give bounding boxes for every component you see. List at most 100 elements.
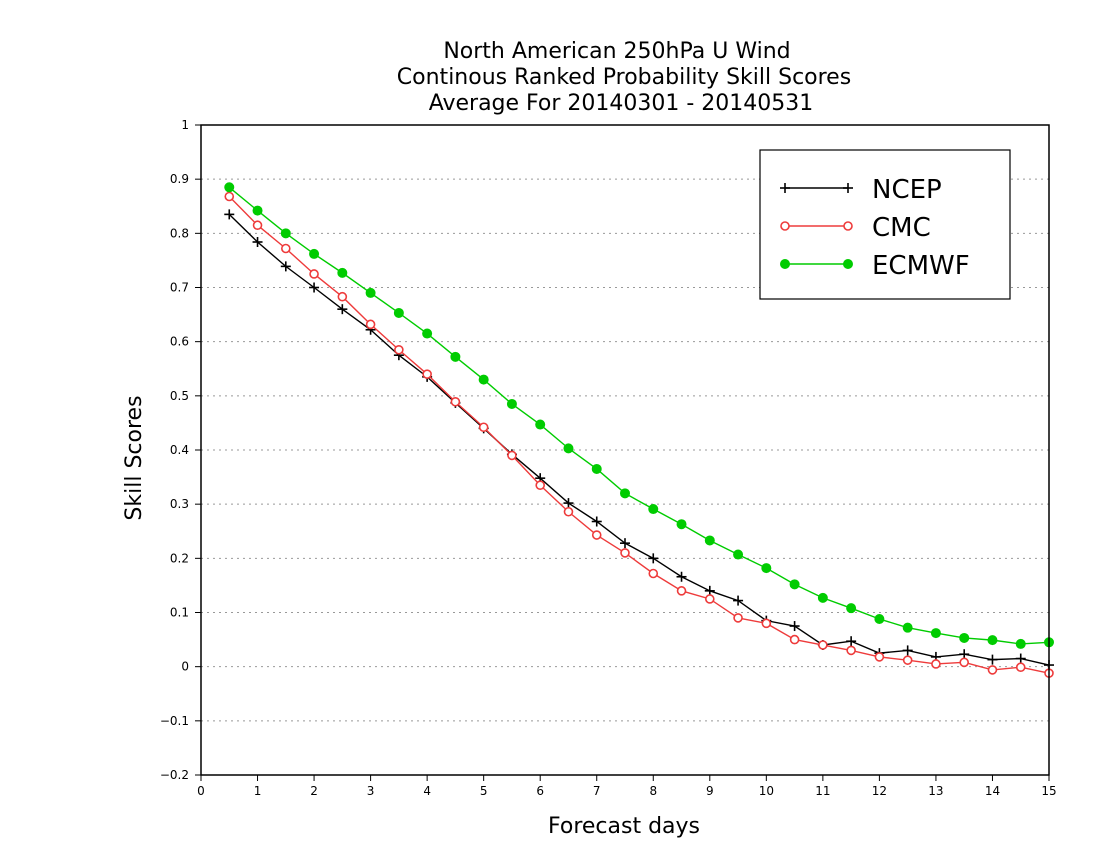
series-ecmwf-marker bbox=[422, 328, 433, 339]
y-tick-label: 0.1 bbox=[170, 606, 189, 620]
series-cmc-marker bbox=[704, 594, 715, 604]
series-cmc-marker bbox=[507, 450, 517, 461]
series-ncep-marker bbox=[789, 621, 800, 632]
x-tick-label: 1 bbox=[254, 784, 262, 798]
series-ecmwf-marker bbox=[309, 248, 320, 259]
series-ncep-marker bbox=[224, 209, 235, 220]
series-ecmwf-marker bbox=[846, 603, 857, 614]
series-cmc-marker bbox=[309, 269, 319, 279]
series-ecmwf-marker bbox=[902, 622, 913, 633]
series-ncep-marker bbox=[337, 304, 348, 315]
x-tick-label: 5 bbox=[480, 784, 488, 798]
y-tick-label: −0.2 bbox=[160, 768, 189, 782]
series-ncep-marker bbox=[733, 595, 744, 606]
series-ncep-marker bbox=[620, 538, 630, 549]
legend-ecmwf-end-marker bbox=[843, 259, 853, 269]
legend-cmc-end-marker bbox=[843, 221, 853, 231]
series-ncep-marker bbox=[252, 237, 263, 247]
series-ncep-marker bbox=[309, 282, 320, 293]
series-cmc-marker bbox=[591, 530, 602, 540]
y-tick-label: 0.4 bbox=[170, 443, 189, 457]
x-axis-label: Forecast days bbox=[548, 814, 700, 839]
series-ecmwf-marker bbox=[789, 579, 800, 590]
x-tick-label: 10 bbox=[759, 784, 774, 798]
y-tick-label: −0.1 bbox=[160, 714, 189, 728]
series-ncep-marker bbox=[902, 645, 913, 656]
legend-ncep-start-marker bbox=[780, 183, 790, 193]
series-ecmwf-marker bbox=[337, 267, 348, 278]
title-line-1: North American 250hPa U Wind bbox=[443, 39, 790, 64]
series-ecmwf-marker bbox=[224, 182, 235, 193]
legend-box bbox=[759, 149, 1011, 300]
x-tick-label: 7 bbox=[593, 784, 601, 798]
series-ecmwf-marker bbox=[648, 504, 659, 515]
x-tick-label: 9 bbox=[706, 784, 714, 798]
series-cmc-marker bbox=[252, 220, 263, 231]
series-cmc-marker bbox=[1015, 662, 1026, 673]
x-tick-label: 15 bbox=[1041, 784, 1056, 798]
series-cmc-marker bbox=[280, 243, 291, 254]
series-cmc-marker bbox=[224, 191, 235, 202]
series-group bbox=[224, 182, 1054, 678]
x-tick-label: 12 bbox=[872, 784, 887, 798]
plot-frame bbox=[200, 124, 1050, 776]
series-cmc-marker bbox=[365, 319, 376, 330]
series-ecmwf-marker bbox=[874, 614, 885, 624]
series-ecmwf-marker bbox=[987, 635, 998, 646]
series-ecmwf-marker bbox=[959, 632, 970, 643]
series-cmc-marker bbox=[648, 568, 659, 579]
legend-cmc-label: CMC bbox=[872, 213, 931, 243]
x-tick-label: 3 bbox=[367, 784, 375, 798]
series-cmc-marker bbox=[846, 645, 856, 656]
series-ecmwf-marker bbox=[535, 419, 546, 430]
series-ecmwf-marker bbox=[591, 463, 602, 474]
series-ecmwf-marker bbox=[1015, 638, 1026, 649]
series-cmc-marker bbox=[931, 659, 941, 669]
legend-ecmwf-label: ECMWF bbox=[872, 251, 970, 281]
series-cmc-marker bbox=[478, 422, 489, 433]
series-cmc-marker bbox=[394, 344, 404, 355]
legend-ecmwf: ECMWF bbox=[780, 251, 970, 281]
series-ecmwf-marker bbox=[506, 398, 517, 409]
series-cmc-marker bbox=[535, 480, 546, 491]
series-ecmwf bbox=[224, 182, 1054, 649]
series-cmc-marker bbox=[676, 586, 687, 596]
series-ncep-marker bbox=[846, 636, 857, 647]
series-ecmwf-marker bbox=[704, 535, 715, 546]
series-ncep-line bbox=[228, 213, 1050, 666]
axes: −0.2−0.100.10.20.30.40.50.60.70.80.910 1 2… bbox=[160, 118, 1057, 798]
series-cmc-marker bbox=[818, 640, 828, 650]
y-tick-label: 0.5 bbox=[170, 389, 189, 403]
series-ecmwf-marker bbox=[563, 443, 574, 454]
series-ecmwf-marker bbox=[450, 351, 461, 362]
y-tick-label: 0.3 bbox=[170, 497, 189, 511]
series-ncep-marker bbox=[676, 571, 687, 582]
x-tick-label: 0 bbox=[197, 784, 205, 798]
series-ecmwf-marker bbox=[478, 374, 489, 385]
series-cmc-marker bbox=[563, 506, 574, 517]
x-tick-label: 8 bbox=[649, 784, 657, 798]
y-tick-label: 0.9 bbox=[170, 172, 189, 186]
series-cmc-marker bbox=[422, 369, 432, 379]
series-cmc bbox=[224, 191, 1054, 678]
y-tick-label: 0 bbox=[181, 660, 189, 674]
title-line-2: Continous Ranked Probability Skill Score… bbox=[397, 65, 851, 90]
series-ncep-marker bbox=[591, 516, 602, 527]
series-ncep-marker bbox=[280, 261, 291, 272]
legend: NCEP CMC ECMWF bbox=[759, 149, 1011, 300]
y-tick-label: 0.6 bbox=[170, 335, 189, 349]
series-cmc-marker bbox=[733, 613, 743, 623]
x-tick-label: 11 bbox=[815, 784, 830, 798]
x-tick-label: 13 bbox=[928, 784, 943, 798]
chart-title: North American 250hPa U Wind Continous R… bbox=[397, 39, 851, 116]
series-ncep-marker bbox=[648, 553, 659, 564]
legend-cmc-start-marker bbox=[780, 221, 790, 231]
y-tick-label: 0.8 bbox=[170, 226, 189, 240]
series-ecmwf-marker bbox=[930, 628, 941, 639]
x-tick-label: 6 bbox=[536, 784, 544, 798]
series-ecmwf-marker bbox=[365, 287, 376, 298]
series-ncep-marker bbox=[1015, 653, 1026, 664]
legend-cmc: CMC bbox=[780, 213, 931, 243]
series-ecmwf-marker bbox=[280, 228, 291, 239]
